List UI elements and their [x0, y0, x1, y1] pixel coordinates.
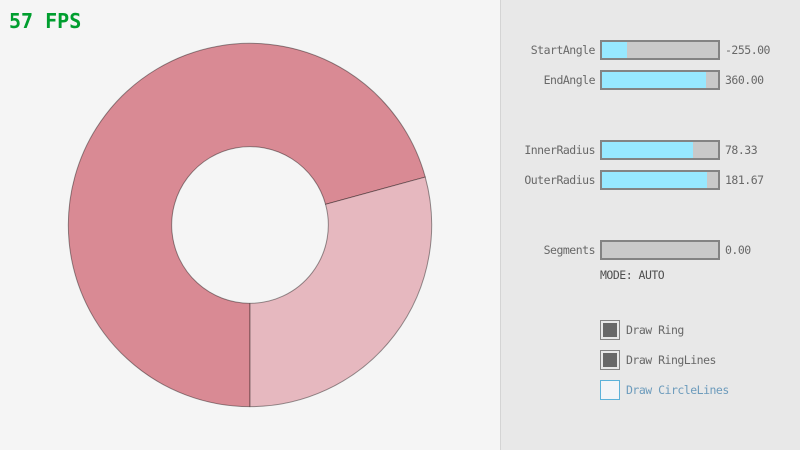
segments-mode-indicator: MODE: AUTO: [600, 268, 665, 282]
slider-startangle[interactable]: [600, 40, 720, 60]
slider-row-innerradius: InnerRadius 78.33: [0, 140, 800, 160]
checkbox-label-draw-ring: Draw Ring: [626, 323, 684, 337]
slider-row-startangle: StartAngle -255.00: [0, 40, 800, 60]
checkbox-draw-ringlines[interactable]: [600, 350, 620, 370]
slider-segments[interactable]: [600, 240, 720, 260]
checkbox-row-draw-ringlines: Draw RingLines: [0, 350, 800, 370]
checkbox-row-draw-ring: Draw Ring: [0, 320, 800, 340]
slider-fill-endangle: [602, 72, 707, 88]
slider-value-endangle: 360.00: [725, 73, 764, 87]
slider-row-outerradius: OuterRadius 181.67: [0, 170, 800, 190]
slider-label-startangle: StartAngle: [530, 43, 596, 57]
slider-value-startangle: -255.00: [725, 43, 770, 57]
checkbox-draw-ring[interactable]: [600, 320, 620, 340]
checkbox-label-draw-circlelines: Draw CircleLines: [626, 383, 729, 397]
slider-label-endangle: EndAngle: [543, 73, 596, 87]
checkbox-row-draw-circlelines: Draw CircleLines: [0, 380, 800, 400]
slider-label-segments: Segments: [543, 243, 596, 257]
checkbox-label-draw-ringlines: Draw RingLines: [626, 353, 716, 367]
slider-value-segments: 0.00: [725, 243, 751, 257]
slider-fill-innerradius: [602, 142, 693, 158]
ring-sector-double-pass: [67, 42, 426, 408]
slider-value-innerradius: 78.33: [725, 143, 758, 157]
slider-outerradius[interactable]: [600, 170, 720, 190]
slider-endangle[interactable]: [600, 70, 720, 90]
slider-row-segments: Segments 0.00: [0, 240, 800, 260]
checkbox-draw-circlelines[interactable]: [600, 380, 620, 400]
slider-innerradius[interactable]: [600, 140, 720, 160]
slider-fill-startangle: [602, 42, 628, 58]
checkbox-check-icon: [603, 353, 617, 367]
fps-counter: 57 FPS: [9, 9, 82, 33]
checkbox-check-icon: [603, 323, 617, 337]
ring-sector-single-pass: [249, 176, 433, 408]
slider-fill-outerradius: [602, 172, 708, 188]
slider-value-outerradius: 181.67: [725, 173, 764, 187]
slider-label-innerradius: InnerRadius: [524, 143, 595, 157]
slider-row-endangle: EndAngle 360.00: [0, 70, 800, 90]
slider-label-outerradius: OuterRadius: [524, 173, 595, 187]
